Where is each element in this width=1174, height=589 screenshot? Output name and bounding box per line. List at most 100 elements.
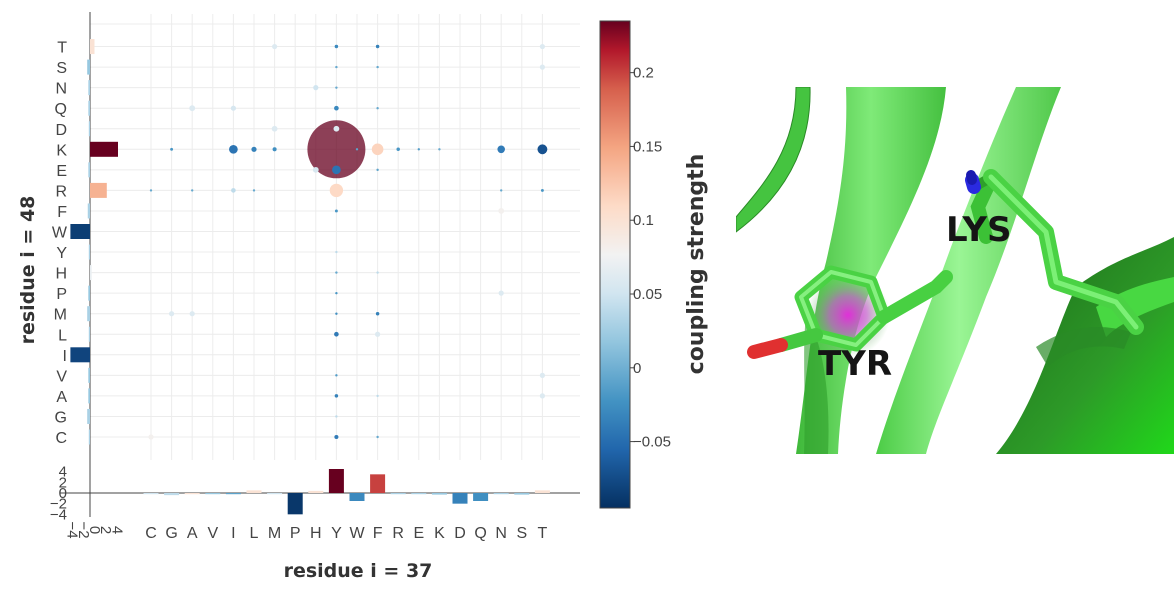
bubble-Y-Q bbox=[334, 105, 339, 111]
left-bar-D bbox=[88, 121, 90, 137]
x-tick-A: A bbox=[187, 525, 198, 542]
left-marginal-tick: 2 bbox=[97, 526, 114, 534]
y-axis-title: residue i = 48 bbox=[17, 196, 39, 345]
left-marginal-tick: −4 bbox=[64, 521, 81, 538]
bubble-Y-K bbox=[307, 120, 366, 179]
y-tick-Y: Y bbox=[56, 245, 67, 262]
bottom-bar-E bbox=[411, 493, 427, 495]
bottom-marginal-tick: 4 bbox=[59, 464, 67, 481]
bubble-F-H bbox=[376, 271, 379, 274]
bubble-Y-L bbox=[334, 331, 339, 337]
bubble-R-K bbox=[396, 147, 400, 152]
bubble-Y-G bbox=[335, 415, 338, 418]
bottom-bar-N bbox=[493, 493, 509, 495]
y-tick-N: N bbox=[55, 81, 67, 98]
bubble-N-R bbox=[500, 189, 503, 192]
x-tick-R: R bbox=[392, 525, 404, 542]
bubble-F-M bbox=[375, 311, 380, 316]
colorbar-tick-label: 0.2 bbox=[633, 65, 654, 82]
bubble-C-C bbox=[148, 434, 154, 440]
y-tick-D: D bbox=[55, 122, 67, 139]
left-bar-T bbox=[90, 39, 95, 55]
bubble-T-T bbox=[539, 43, 546, 50]
x-tick-T: T bbox=[538, 525, 548, 542]
x-tick-D: D bbox=[454, 525, 466, 542]
bottom-bar-M bbox=[267, 493, 283, 495]
bottom-bar-Y bbox=[328, 469, 344, 493]
left-marginal-tick: 4 bbox=[108, 526, 125, 534]
bottom-bar-D bbox=[452, 493, 468, 504]
x-tick-H: H bbox=[310, 525, 322, 542]
left-bar-E bbox=[88, 162, 90, 178]
y-tick-W: W bbox=[52, 225, 68, 242]
bubble-A-Q bbox=[189, 105, 196, 112]
y-tick-K: K bbox=[56, 142, 67, 159]
bubble-Y-D bbox=[333, 125, 340, 132]
colorbar-tick-label: −0.05 bbox=[633, 434, 671, 451]
y-tick-A: A bbox=[56, 389, 67, 406]
bottom-bar-Q bbox=[473, 493, 489, 501]
x-tick-Q: Q bbox=[474, 525, 486, 542]
bubble-F-S bbox=[376, 65, 379, 69]
colorbar-tick-label: 0 bbox=[633, 360, 641, 377]
left-bar-M bbox=[87, 306, 90, 322]
bubble-Y-E bbox=[332, 165, 341, 175]
x-tick-G: G bbox=[165, 525, 177, 542]
left-bar-F bbox=[87, 203, 90, 219]
bubble-N-F bbox=[498, 208, 505, 214]
bubble-F-A bbox=[376, 394, 379, 398]
left-bar-I bbox=[70, 347, 90, 363]
x-tick-Y: Y bbox=[331, 525, 342, 542]
bubble-W-K bbox=[355, 148, 359, 151]
y-tick-R: R bbox=[55, 183, 67, 200]
y-tick-P: P bbox=[56, 286, 67, 303]
tyr-label: TYR bbox=[818, 344, 892, 384]
left-bar-L bbox=[88, 326, 90, 342]
bubble-layer bbox=[148, 43, 548, 440]
x-tick-L: L bbox=[250, 525, 259, 542]
bottom-marginal-bars bbox=[143, 469, 550, 515]
bubble-I-K bbox=[229, 144, 238, 154]
bottom-bar-T bbox=[534, 490, 550, 493]
bubble-Y-A bbox=[334, 394, 339, 398]
left-bar-C bbox=[88, 429, 90, 445]
bubble-I-R bbox=[231, 188, 236, 193]
bubble-Y-N bbox=[335, 86, 338, 89]
x-tick-N: N bbox=[495, 525, 507, 542]
bubble-Y-S bbox=[335, 65, 338, 69]
left-bar-S bbox=[87, 59, 90, 75]
left-bar-A bbox=[88, 388, 90, 404]
bottom-marginal-tick: −2 bbox=[50, 496, 67, 513]
bubble-N-P bbox=[498, 290, 504, 296]
bubble-G-K bbox=[170, 147, 174, 151]
bubble-F-Q bbox=[376, 107, 379, 110]
bottom-marginal-tick: −4 bbox=[50, 506, 67, 523]
left-bar-G bbox=[87, 408, 90, 424]
left-bar-W bbox=[70, 224, 90, 239]
x-tick-W: W bbox=[349, 525, 365, 542]
x-tick-I: I bbox=[231, 525, 235, 542]
bubble-Y-T bbox=[334, 44, 339, 49]
bubble-A-M bbox=[189, 311, 195, 317]
bubble-M-K bbox=[272, 147, 277, 152]
y-tick-Q: Q bbox=[55, 101, 67, 118]
bottom-bar-H bbox=[308, 490, 324, 493]
bubble-G-M bbox=[168, 311, 175, 317]
bottom-bar-V bbox=[205, 493, 221, 495]
x-axis-title: residue i = 37 bbox=[284, 560, 433, 582]
bubble-M-T bbox=[271, 43, 278, 50]
bottom-marginal-ticks: 420−2−4 bbox=[50, 464, 67, 524]
left-bar-P bbox=[88, 285, 90, 301]
lys-label: LYS bbox=[946, 210, 1011, 250]
bottom-bar-W bbox=[349, 493, 365, 501]
colorbar-tick-label: 0.05 bbox=[633, 286, 662, 303]
colorbar-ticks: 0.2 0.15 0.1 0.05 0 −0.05 bbox=[630, 65, 671, 451]
bottom-marginal-tick: 0 bbox=[59, 485, 67, 502]
bubble-T-V bbox=[539, 372, 546, 378]
y-tick-V: V bbox=[56, 368, 67, 385]
x-tick-S: S bbox=[516, 525, 527, 542]
y-tick-L: L bbox=[58, 327, 67, 344]
bottom-bar-C bbox=[143, 493, 159, 495]
